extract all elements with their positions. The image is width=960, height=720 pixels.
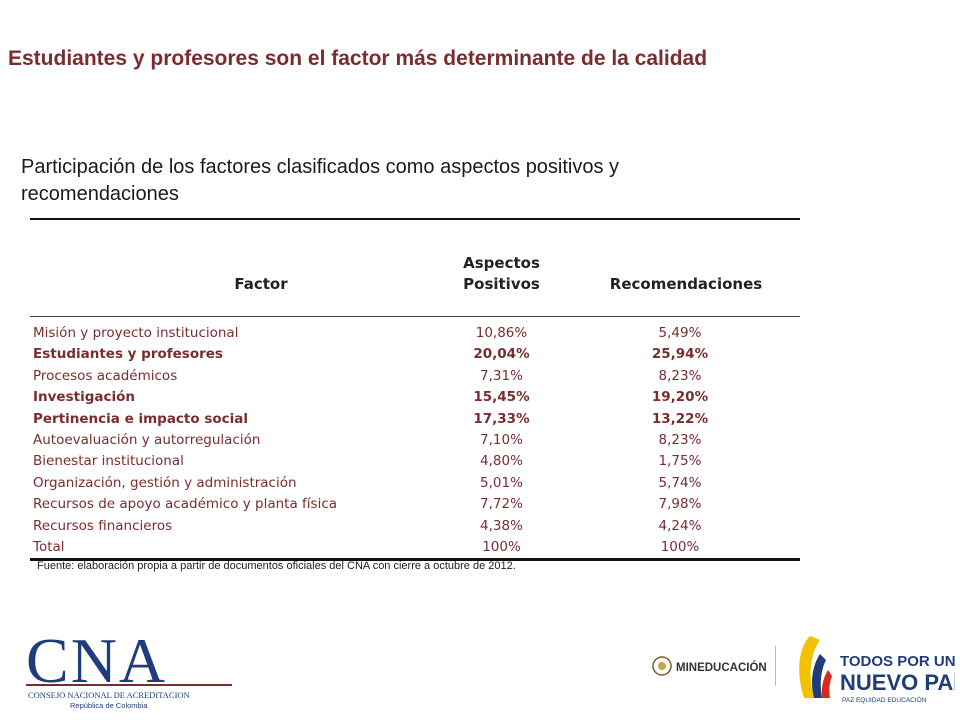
cna-logo-line1: CONSEJO NACIONAL DE ACREDITACION — [28, 690, 190, 700]
recommendations-cell: 5,49% — [658, 325, 702, 341]
positive-cell: 10,86% — [475, 325, 528, 341]
table-bottom-rule — [30, 558, 800, 562]
positive-cell: 17,33% — [473, 410, 530, 427]
recommendations-cell: 7,98% — [658, 496, 702, 513]
factor-cell: Investigación — [33, 389, 135, 406]
recommendations-cell: 4,24% — [658, 517, 702, 534]
table-row: Misión y proyecto institucional 10,86% 5,4… — [30, 323, 800, 344]
table-body: Misión y proyecto institucional 10,86% 5,4… — [30, 317, 800, 558]
table-row: Investigación 15,45% 19,20% — [30, 387, 800, 408]
factor-cell: Recursos financieros — [33, 517, 173, 534]
gov-line3: PAZ EQUIDAD EDUCACIÓN — [842, 695, 927, 704]
recommendations-cell: 13,22% — [651, 410, 709, 427]
logo-divider — [775, 646, 776, 686]
cna-logo-text: CNA — [26, 632, 167, 696]
positive-cell: 20,04% — [473, 346, 530, 363]
table-row: Autoevaluación y autorregulación 7,10% 8,2… — [30, 430, 800, 451]
positive-cell: 15,45% — [473, 389, 530, 406]
factor-cell: Pertinencia e impacto social — [33, 410, 249, 427]
positive-cell: 7,31% — [480, 367, 523, 384]
mineducacion-logo: MINEDUCACIÓN — [652, 656, 767, 676]
recommendations-cell: 19,20% — [651, 389, 709, 406]
positive-cell: 7,10% — [480, 431, 523, 448]
factor-cell: Total — [33, 538, 65, 555]
table-row: Bienestar institucional 4,80% 1,75% — [30, 451, 800, 472]
column-header-factor: Factor — [234, 275, 288, 293]
mineducacion-text: MINEDUCACIÓN — [676, 661, 767, 674]
factor-cell: Misión y proyecto institucional — [33, 325, 239, 341]
factor-cell: Bienestar institucional — [33, 453, 184, 470]
cna-logo-line2: República de Colombia — [70, 701, 148, 710]
factor-cell: Procesos académicos — [33, 367, 178, 384]
todos-por-un-nuevo-pais-logo: TODOS POR UN NUEVO PAÍS PAZ EQUIDAD EDUC… — [799, 636, 955, 704]
recommendations-cell: 100% — [660, 538, 700, 555]
gov-line1: TODOS POR UN — [840, 653, 955, 670]
table-top-rule — [30, 218, 800, 220]
recommendations-cell: 8,23% — [658, 431, 702, 448]
factor-cell: Recursos de apoyo académico y planta fís… — [33, 496, 338, 513]
gov-line2: NUEVO PAÍS — [840, 670, 955, 695]
factor-cell: Autoevaluación y autorregulación — [33, 431, 261, 448]
recommendations-cell: 25,94% — [651, 346, 709, 363]
table-row: Pertinencia e impacto social 17,33% 13,22% — [30, 409, 800, 430]
table-header: Factor Aspectos Positivos Recomendacione… — [30, 220, 800, 317]
factor-cell: Organización, gestión y administración — [33, 474, 297, 491]
table-row: Total 100% 100% — [30, 537, 800, 558]
positive-cell: 4,38% — [480, 517, 523, 534]
factor-cell: Estudiantes y profesores — [33, 346, 223, 363]
positive-cell: 5,01% — [480, 474, 523, 491]
table-row: Estudiantes y profesores 20,04% 25,94% — [30, 344, 800, 365]
column-header-positive-line1: Aspectos — [463, 254, 540, 272]
page-title: Estudiantes y profesores son el factor m… — [8, 47, 708, 70]
table-row: Procesos académicos 7,31% 8,23% — [30, 366, 800, 387]
table-caption: Participación de los factores clasificad… — [21, 156, 620, 205]
column-header-positive: Aspectos Positivos — [425, 253, 578, 295]
positive-cell: 4,80% — [480, 453, 523, 470]
recommendations-cell: 1,75% — [658, 453, 702, 470]
source-note: Fuente: elaboración propia a partir de d… — [37, 560, 516, 572]
coat-of-arms-icon — [652, 656, 672, 676]
table-row: Organización, gestión y administración 5,… — [30, 473, 800, 494]
recommendations-cell: 5,74% — [658, 474, 702, 491]
positive-cell: 7,72% — [480, 496, 523, 513]
column-header-recommendations: Recomendaciones — [609, 275, 763, 293]
table-row: Recursos de apoyo académico y planta fís… — [30, 494, 800, 515]
cna-logo: CNA CONSEJO NACIONAL DE ACREDITACION Rep… — [26, 632, 232, 710]
positive-cell: 100% — [482, 538, 521, 555]
table-row: Recursos financieros 4,38% 4,24% — [30, 516, 800, 537]
recommendations-cell: 8,23% — [658, 367, 702, 384]
factors-table: Factor Aspectos Positivos Recomendacione… — [30, 218, 800, 562]
column-header-positive-line2: Positivos — [463, 275, 540, 293]
flag-wing-icon — [799, 636, 820, 698]
